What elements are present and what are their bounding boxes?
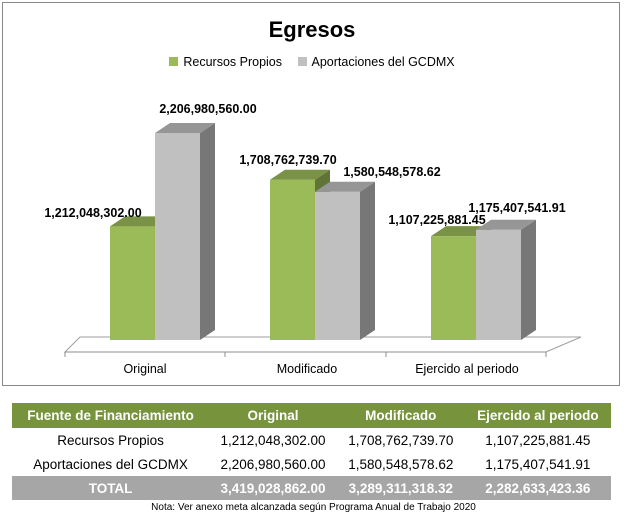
- bar-front: [431, 236, 476, 340]
- table-cell: 1,175,407,541.91: [485, 456, 591, 472]
- bar-front: [270, 179, 315, 340]
- data-label: 1,175,407,541.91: [468, 201, 565, 215]
- bar-top: [315, 181, 375, 192]
- total-modificado: 3,289,311,318.32: [336, 476, 465, 500]
- table-row: Recursos Propios 1,212,048,302.00 1,708,…: [12, 428, 611, 452]
- table-cell: 2,206,980,560.00: [220, 456, 326, 472]
- bar-top: [270, 169, 330, 180]
- category-label: Original: [123, 362, 166, 376]
- bar-chart: 1,212,048,302.00 1,708,762,739.70 1,107,22…: [44, 102, 582, 376]
- bar-top: [476, 219, 536, 230]
- legend-label-aportaciones: Aportaciones del GCDMX: [311, 55, 455, 69]
- category-label: Ejercido al periodo: [415, 362, 519, 376]
- chart-legend: Recursos Propios Aportaciones del GCDMX: [3, 55, 621, 69]
- legend-item-aportaciones: Aportaciones del GCDMX: [297, 55, 455, 69]
- table-cell: 1,107,225,881.45: [485, 432, 591, 448]
- bar-front: [110, 226, 155, 340]
- bar-side: [360, 181, 375, 340]
- table-cell: Recursos Propios: [57, 432, 164, 448]
- bar-front: [315, 191, 360, 340]
- data-label: 1,107,225,881.45: [388, 213, 485, 227]
- total-ejercido: 2,282,633,423.36: [464, 476, 611, 500]
- table-row: Aportaciones del GCDMX 2,206,980,560.00 …: [12, 452, 611, 476]
- financing-table: Fuente de Financiamiento Original Modifi…: [12, 403, 611, 500]
- data-label: 1,580,548,578.62: [343, 165, 440, 179]
- bar-top: [155, 123, 215, 133]
- header-modificado: Modificado: [336, 403, 465, 428]
- total-label: TOTAL: [12, 476, 210, 500]
- footnote: Nota: Ver anexo meta alcanzada según Pro…: [151, 502, 476, 513]
- chart-title: Egresos: [268, 17, 356, 42]
- legend-swatch-recursos-propios: [169, 57, 179, 66]
- table-total-row: TOTAL 3,419,028,862.00 3,289,311,318.32 …: [12, 476, 611, 500]
- table-cell: 1,580,548,578.62: [348, 456, 454, 472]
- table-cell: 1,708,762,739.70: [348, 432, 454, 448]
- bar-front: [155, 133, 200, 340]
- category-label: Modificado: [277, 362, 337, 376]
- header-ejercido: Ejercido al periodo: [464, 403, 611, 428]
- data-label: 1,212,048,302.00: [44, 206, 141, 220]
- header-original: Original: [209, 403, 337, 428]
- table-header-row: Fuente de Financiamiento Original Modifi…: [12, 403, 611, 428]
- data-label: 1,708,762,739.70: [239, 153, 336, 167]
- bar-side: [521, 219, 536, 340]
- table-cell: 1,212,048,302.00: [220, 432, 326, 448]
- bar-side: [200, 123, 215, 340]
- legend-label-recursos-propios: Recursos Propios: [183, 55, 283, 69]
- data-label: 2,206,980,560.00: [159, 102, 256, 116]
- bar-front: [476, 229, 521, 340]
- header-fuente: Fuente de Financiamiento: [12, 403, 210, 428]
- legend-item-recursos-propios: Recursos Propios: [169, 55, 282, 69]
- legend-swatch-aportaciones: [297, 57, 307, 66]
- table-cell: Aportaciones del GCDMX: [33, 456, 188, 472]
- chart-frame: Egresos Recursos Propios Aportaciones de…: [2, 2, 620, 386]
- total-original: 3,419,028,862.00: [209, 476, 337, 500]
